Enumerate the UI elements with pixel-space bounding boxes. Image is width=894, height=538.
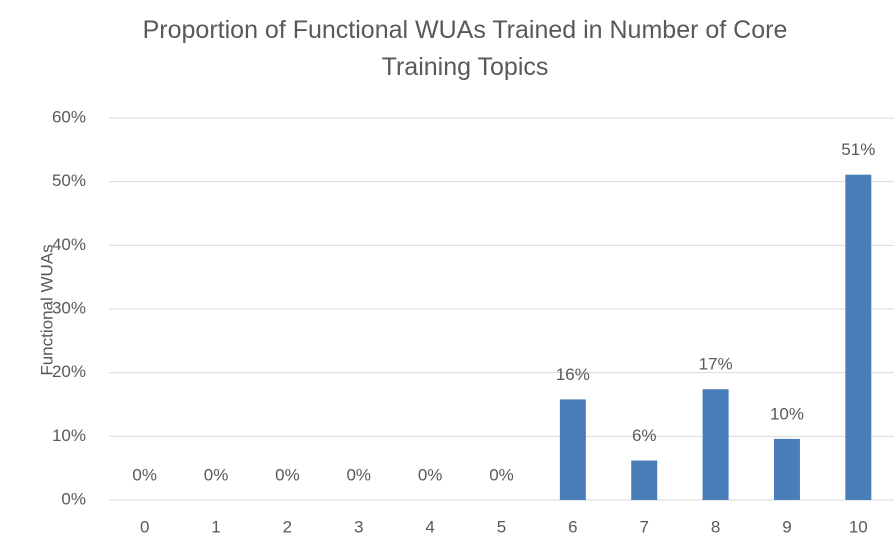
data-label: 16% xyxy=(556,365,590,384)
x-tick-label: 6 xyxy=(568,517,577,536)
x-tick-label: 0 xyxy=(140,517,149,536)
data-label: 0% xyxy=(132,465,157,484)
y-tick-label: 10% xyxy=(52,426,86,445)
data-label: 0% xyxy=(489,465,514,484)
x-tick-label: 4 xyxy=(425,517,434,536)
y-axis-label: Functional WUAs xyxy=(37,244,56,375)
x-tick-label: 8 xyxy=(711,517,720,536)
data-label: 0% xyxy=(346,465,371,484)
bar xyxy=(702,389,729,500)
y-tick-label: 60% xyxy=(52,107,86,126)
y-tick-label: 0% xyxy=(61,489,86,508)
y-tick-label: 50% xyxy=(52,171,86,190)
bar xyxy=(773,438,800,500)
x-tick-label: 1 xyxy=(211,517,220,536)
x-tick-label: 3 xyxy=(354,517,363,536)
bar xyxy=(845,174,872,500)
data-label: 10% xyxy=(770,404,804,423)
data-label: 0% xyxy=(418,465,443,484)
data-label: 51% xyxy=(841,140,875,159)
y-tick-label: 20% xyxy=(52,362,86,381)
bar xyxy=(631,460,658,500)
data-label: 0% xyxy=(275,465,300,484)
x-tick-label: 10 xyxy=(849,517,868,536)
x-tick-label: 5 xyxy=(497,517,506,536)
y-tick-label: 30% xyxy=(52,298,86,317)
bar xyxy=(559,399,586,500)
chart-title: Proportion of Functional WUAs Trained in… xyxy=(142,16,788,81)
x-tick-label: 9 xyxy=(782,517,791,536)
x-tick-label: 7 xyxy=(639,517,648,536)
x-tick-label: 2 xyxy=(283,517,292,536)
data-label: 17% xyxy=(699,355,733,374)
data-label: 0% xyxy=(204,465,229,484)
y-tick-label: 40% xyxy=(52,235,86,254)
data-label: 6% xyxy=(632,426,657,445)
